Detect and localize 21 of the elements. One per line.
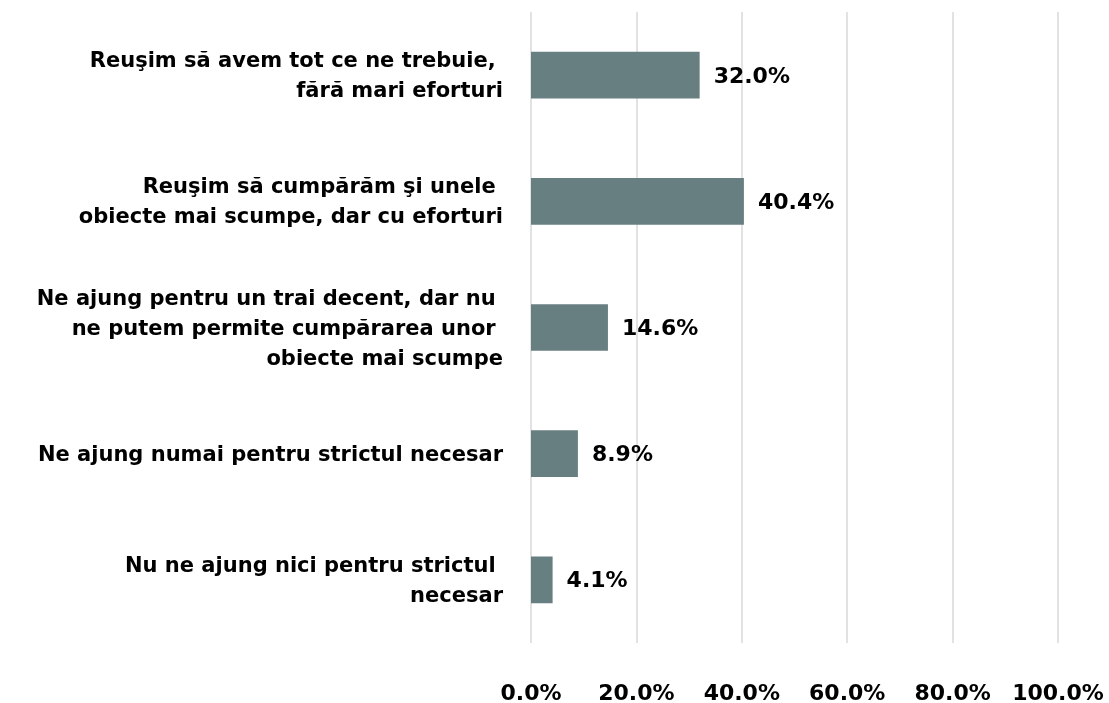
data-label: 8.9% [591, 441, 653, 467]
bar [531, 430, 578, 478]
data-label: 40.4% [757, 188, 835, 214]
y-tick-label: Ne ajung numai pentru strictul necesar [37, 441, 504, 466]
x-tick-label: 40.0% [703, 679, 780, 703]
x-tick-label: 20.0% [598, 679, 675, 703]
x-tick-label: 100.0% [1012, 679, 1104, 703]
x-tick-label: 80.0% [914, 679, 991, 703]
bar [531, 304, 608, 351]
y-tick-label: Reuşim să cumpărăm şi unele obiecte mai scumpe, dar cu eforturi [78, 174, 503, 229]
y-tick-label: Ne ajung pentru un trai decent, dar nu ne putem permite cumpărarea unor obiecte mai scumpe [36, 285, 503, 370]
bar [531, 51, 700, 99]
bar [531, 556, 553, 604]
x-tick-label: 0.0% [500, 679, 562, 703]
y-tick-label: Nu ne ajung nici pentru strictul necesar [125, 552, 504, 607]
y-tick-label: Reuşim să avem tot ce ne trebuie, fără mari eforturi [89, 48, 503, 103]
data-label: 14.6% [621, 315, 699, 340]
bar [531, 177, 744, 225]
data-label: 4.1% [566, 567, 628, 593]
data-label: 32.0% [713, 62, 790, 88]
x-tick-label: 60.0% [809, 679, 886, 703]
